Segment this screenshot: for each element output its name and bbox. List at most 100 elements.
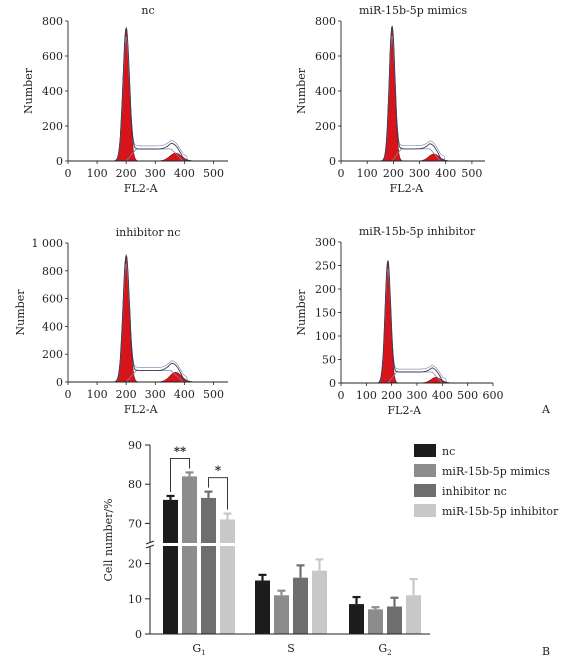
axis-break-mark xyxy=(145,544,155,549)
bar-s-2 xyxy=(274,595,289,634)
y-tick-label: 800 xyxy=(42,265,63,278)
y-tick-label: 0 xyxy=(56,376,63,389)
histogram-curve xyxy=(102,26,214,162)
y-tick-label: 10 xyxy=(128,593,142,606)
x-tick-label: 100 xyxy=(87,167,108,180)
y-tick-label: 20 xyxy=(128,558,142,571)
legend-swatch xyxy=(414,444,436,457)
y-tick-label: 250 xyxy=(315,260,336,273)
y-tick-label: 0 xyxy=(329,377,336,390)
significance-bracket xyxy=(170,457,190,492)
y-tick-label: 400 xyxy=(315,85,336,98)
axis-break-mark xyxy=(145,540,155,545)
bar-g1-4-lower xyxy=(220,546,235,634)
x-tick-label: 500 xyxy=(461,167,482,180)
x-tick-label: 0 xyxy=(338,389,345,402)
legend-swatch xyxy=(414,484,436,497)
bar-g1-3-lower xyxy=(201,546,216,634)
y-tick-label: 200 xyxy=(315,120,336,133)
y-tick-label: 90 xyxy=(128,439,142,452)
y-tick-label: 0 xyxy=(56,155,63,168)
x-tick-label: 400 xyxy=(174,167,195,180)
bar-g1-2-lower xyxy=(182,546,197,634)
y-tick-label: 800 xyxy=(42,15,63,28)
y-axis-label: Number xyxy=(295,289,308,336)
histogram-2: 0 100 200 300 400 500 0 200 400 600 800 miR-15b-5p … xyxy=(295,4,485,195)
y-tick-label: 400 xyxy=(42,85,63,98)
y-axis-label: Number xyxy=(22,67,35,114)
x-tick-label: 200 xyxy=(381,389,402,402)
x-tick-label: 0 xyxy=(65,167,72,180)
y-tick-label: 0 xyxy=(135,628,142,641)
bar-g1-4-upper xyxy=(220,519,235,543)
category-label: S xyxy=(287,642,295,655)
y-tick-label: 150 xyxy=(315,307,336,320)
y-tick-label: 200 xyxy=(42,348,63,361)
histogram-title: nc xyxy=(141,4,154,17)
histogram-1: 0 100 200 300 400 500 0 200 400 600 800 nc FL2-A Numb… xyxy=(22,4,228,195)
x-tick-label: 300 xyxy=(145,388,166,401)
y-tick-label: 0 xyxy=(329,155,336,168)
y-tick-label: 300 xyxy=(315,236,336,249)
x-tick-label: 300 xyxy=(407,389,428,402)
x-tick-label: 500 xyxy=(457,389,478,402)
y-axis-label: Number xyxy=(14,289,27,336)
x-axis-label: FL2-A xyxy=(124,182,159,195)
y-tick-label: 100 xyxy=(315,330,336,343)
histogram-curve xyxy=(102,254,214,383)
bar-s-3 xyxy=(293,577,308,634)
bar-g1-2-upper xyxy=(182,476,197,543)
x-tick-label: 400 xyxy=(435,167,456,180)
category-label: G2 xyxy=(378,642,391,657)
bar-s-1 xyxy=(255,580,270,634)
bar-g1-1-lower xyxy=(163,546,178,634)
legend-label: miR-15b-5p mimics xyxy=(442,465,550,478)
histogram-title: inhibitor nc xyxy=(116,226,181,239)
histogram-title: miR-15b-5p mimics xyxy=(359,4,467,17)
g1-peak-fill xyxy=(372,26,472,162)
x-tick-label: 100 xyxy=(356,389,377,402)
bar-s-4 xyxy=(312,570,327,634)
bar-g2-1 xyxy=(349,604,364,634)
x-tick-label: 400 xyxy=(432,389,453,402)
x-tick-label: 300 xyxy=(409,167,430,180)
legend-label: miR-15b-5p inhibitor xyxy=(442,505,559,518)
panel-a-label: A xyxy=(541,403,551,416)
x-tick-label: 500 xyxy=(203,388,224,401)
y-axis-label: Number xyxy=(295,67,308,114)
histogram-title: miR-15b-5p inhibitor xyxy=(359,225,476,238)
g1-peak-fill xyxy=(102,254,214,383)
legend-swatch xyxy=(414,504,436,517)
bar-g2-2 xyxy=(368,609,383,634)
significance-label: * xyxy=(215,464,222,478)
legend-label: nc xyxy=(442,445,455,458)
y-tick-label: 70 xyxy=(128,517,142,530)
x-axis-label: FL2-A xyxy=(390,182,425,195)
x-tick-label: 100 xyxy=(87,388,108,401)
panel-b-label: B xyxy=(542,645,550,658)
g1-peak-fill xyxy=(102,26,214,162)
y-tick-label: 80 xyxy=(128,478,142,491)
x-tick-label: 300 xyxy=(145,167,166,180)
x-tick-label: 400 xyxy=(174,388,195,401)
histogram-3: 0 100 200 300 400 500 0 200 400 600 800 1 000 inhibi… xyxy=(14,226,228,416)
bar-g2-4 xyxy=(406,595,421,634)
x-tick-label: 500 xyxy=(203,167,224,180)
x-tick-label: 200 xyxy=(116,388,137,401)
bar-g1-3-upper xyxy=(201,497,216,543)
y-tick-label: 600 xyxy=(42,50,63,63)
y-axis-label: Cell number/% xyxy=(102,498,115,581)
y-tick-label: 1 000 xyxy=(32,237,64,250)
x-tick-label: 0 xyxy=(65,388,72,401)
category-label: G1 xyxy=(192,642,205,657)
y-tick-label: 200 xyxy=(42,120,63,133)
x-tick-label: 0 xyxy=(338,167,345,180)
legend-label: inhibitor nc xyxy=(442,485,507,498)
y-tick-label: 600 xyxy=(315,50,336,63)
histogram-4: 0 100 200 300 400 500 600 0 50 100 150 200 250 300 miR… xyxy=(295,225,504,417)
y-tick-label: 200 xyxy=(315,283,336,296)
x-axis-label: FL2-A xyxy=(388,404,423,417)
y-tick-label: 800 xyxy=(315,15,336,28)
